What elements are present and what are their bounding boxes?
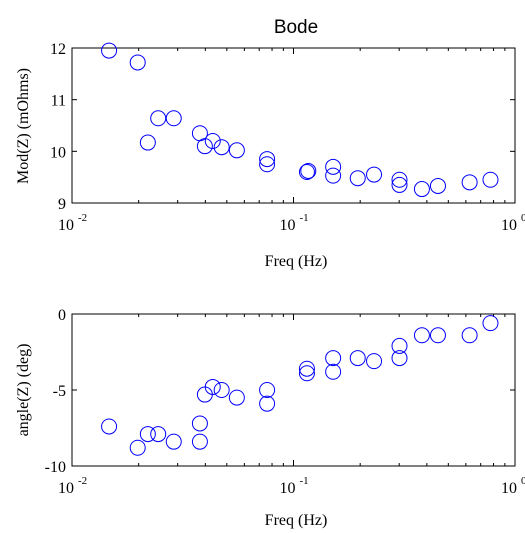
magnitude-data-point [129, 54, 146, 71]
angle-data-point [349, 350, 366, 367]
magnitude-data-point [139, 134, 156, 151]
magnitude-ytick-label: 12 [50, 41, 66, 58]
magnitude-xtick-label: 10 [501, 217, 517, 234]
angle-xtick-label: 10 [58, 480, 74, 497]
magnitude-data-point [413, 181, 430, 198]
magnitude-x-ticks: 10 -2 10 -1 10 0 [58, 48, 525, 234]
angle-data-point [391, 350, 408, 367]
magnitude-data-point [150, 110, 167, 127]
angle-x-ticks: 10 -2 10 -1 10 0 [58, 314, 525, 497]
magnitude-xtick-label: 10 [58, 217, 74, 234]
angle-data-point [228, 389, 245, 406]
magnitude-data-point [213, 139, 230, 156]
magnitude-plot-frame [71, 47, 516, 204]
angle-ytick-label: 0 [58, 307, 66, 324]
angle-plot-frame [71, 313, 516, 467]
magnitude-data-point [204, 133, 221, 149]
magnitude-data-point [461, 174, 478, 191]
angle-data-point [204, 378, 221, 395]
angle-ytick-label: -10 [45, 459, 66, 476]
angle-x-axis-label: Freq (Hz) [265, 512, 328, 529]
magnitude-xtick-exponent: -2 [78, 212, 87, 224]
chart-title: Bode [274, 17, 318, 38]
angle-data-point [325, 350, 342, 367]
angle-xtick-label: 10 [501, 480, 517, 497]
angle-xtick-exponent: -1 [300, 475, 309, 487]
magnitude-ytick-label: 10 [50, 144, 66, 161]
magnitude-data-point [101, 42, 118, 59]
angle-data-point [165, 433, 182, 450]
magnitude-panel: Bode 12 11 10 9 10 -2 10 -1 10 0 Freq (Hz) Mod(Z… [15, 17, 525, 270]
angle-data-point [259, 395, 276, 412]
angle-data-point [213, 382, 230, 398]
magnitude-data-point [349, 170, 366, 187]
magnitude-y-ticks: 12 11 10 9 [50, 41, 515, 213]
angle-data-point [298, 360, 315, 377]
angle-y-axis-label: angle(Z) (deg) [15, 344, 32, 437]
magnitude-ytick-label: 9 [58, 196, 66, 213]
magnitude-data-point [391, 171, 408, 188]
magnitude-data-point [196, 138, 213, 155]
angle-data-point [325, 363, 342, 380]
magnitude-xtick-exponent: -1 [300, 212, 309, 224]
angle-data-point [196, 386, 213, 403]
magnitude-xtick-label: 10 [280, 217, 296, 234]
angle-xtick-label: 10 [280, 480, 296, 497]
magnitude-data-point [259, 156, 276, 173]
magnitude-data-point [429, 177, 446, 194]
angle-data-point [482, 315, 499, 332]
angle-panel: 0 -5 -10 10 -2 10 -1 10 0 Freq (Hz) angle(Z) (d… [15, 307, 525, 529]
angle-data-point [429, 327, 446, 344]
angle-data-point [129, 439, 146, 456]
angle-data-point [139, 426, 156, 443]
angle-data-point [191, 415, 208, 432]
magnitude-ytick-label: 11 [51, 93, 66, 110]
magnitude-y-axis-label: Mod(Z) (mOhms) [15, 68, 32, 184]
magnitude-data-point [228, 142, 245, 159]
angle-data-point [150, 426, 167, 443]
magnitude-xtick-exponent: 0 [521, 212, 525, 224]
magnitude-data-point [366, 166, 383, 183]
angle-xtick-exponent: 0 [521, 475, 525, 487]
magnitude-data-point [325, 158, 342, 175]
angle-series [101, 315, 499, 456]
angle-data-point [101, 418, 118, 435]
magnitude-data-point [165, 110, 182, 127]
angle-data-point [191, 433, 208, 450]
magnitude-data-point [482, 171, 499, 188]
angle-data-point [366, 353, 383, 370]
angle-data-point [391, 337, 408, 354]
angle-ytick-label: -5 [53, 383, 66, 400]
magnitude-x-axis-label: Freq (Hz) [265, 253, 328, 270]
magnitude-data-point [300, 162, 317, 179]
angle-data-point [259, 382, 276, 398]
angle-data-point [413, 327, 430, 344]
magnitude-data-point [298, 164, 315, 180]
angle-data-point [461, 327, 478, 344]
magnitude-data-point [391, 176, 408, 193]
magnitude-series [101, 42, 499, 198]
magnitude-data-point [325, 167, 342, 184]
angle-y-ticks: 0 -5 -10 [45, 307, 515, 476]
angle-data-point [298, 365, 315, 382]
magnitude-data-point [259, 151, 276, 168]
angle-xtick-exponent: -2 [78, 475, 87, 487]
